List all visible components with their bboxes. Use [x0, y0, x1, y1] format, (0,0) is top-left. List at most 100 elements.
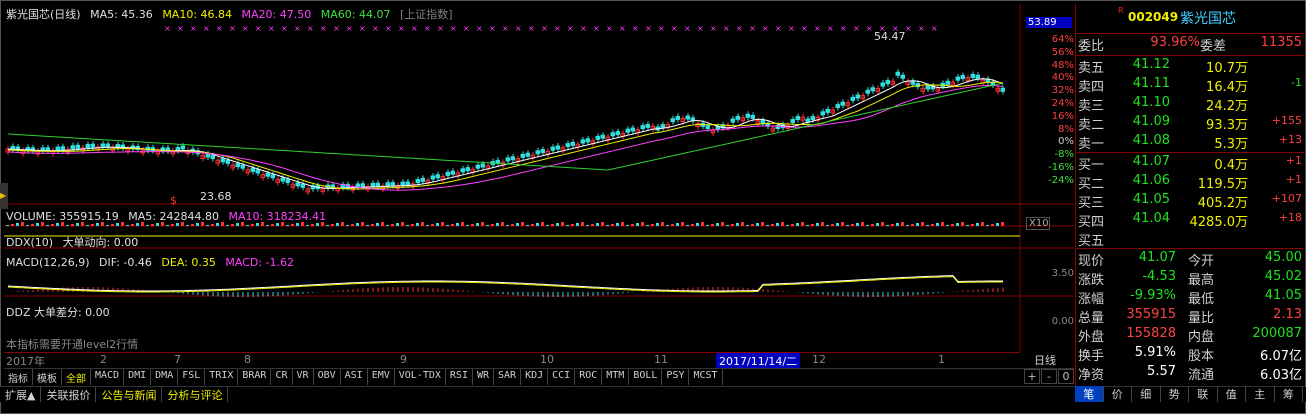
buy-level-1-price: 41.07: [1132, 154, 1170, 169]
indicator-tab-vol-tdx[interactable]: VOL-TDX: [395, 369, 446, 385]
indicator-tab-dma[interactable]: DMA: [151, 369, 179, 385]
buy-level-3[interactable]: 买三 41.05 405.2万 +107: [1076, 192, 1304, 211]
sell-level-5[interactable]: 卖五 41.12 10.7万: [1076, 57, 1304, 76]
quote-tab-2[interactable]: 细: [1132, 386, 1161, 402]
tab-expand[interactable]: 扩展▲: [0, 387, 42, 402]
signal-marker: ×: [840, 24, 847, 33]
macd-header: MACD(12,26,9) DIF: -0.46 DEA: 0.35 MACD:…: [6, 256, 300, 269]
volume-bar: [181, 222, 184, 226]
quote-tab-4[interactable]: 联: [1189, 386, 1218, 402]
indicator-tab-boll[interactable]: BOLL: [629, 369, 663, 385]
quote-tab-0[interactable]: 笔: [1075, 386, 1104, 402]
candle-body: [790, 119, 795, 124]
volume-bar: [981, 222, 984, 226]
candle-body: [760, 120, 765, 125]
candle-body: [210, 155, 215, 160]
sell-level-2-volume: 93.3万: [1206, 118, 1248, 133]
add-indicator-button[interactable]: +: [1024, 369, 1040, 384]
volume-bar: [271, 224, 274, 226]
buy-level-2[interactable]: 买二 41.06 119.5万 +1: [1076, 173, 1304, 192]
candle-body: [830, 109, 835, 114]
indicator-tab-kdj[interactable]: KDJ: [521, 369, 549, 385]
ddz-header: DDZ 大单差分: 0.00: [6, 304, 116, 320]
kline-chart-svg[interactable]: × × × × × × × × × × × × × × × × × × × × × × × × × × × × × × × × × × × × × × × ×…: [4, 4, 1074, 352]
volume-bar: [101, 222, 104, 226]
tab-news[interactable]: 公告与新闻: [96, 387, 163, 402]
indicator-tab-emv[interactable]: EMV: [368, 369, 395, 385]
indicator-tab-rsi[interactable]: RSI: [446, 369, 473, 385]
quote-tab-7[interactable]: 筹: [1275, 386, 1303, 402]
index-overlay-button[interactable]: [上证指数]: [399, 8, 453, 21]
indicator-tab-trix[interactable]: TRIX: [205, 369, 239, 385]
indicator-tab-mtm[interactable]: MTM: [602, 369, 630, 385]
indicator-tab-cci[interactable]: CCI: [548, 369, 576, 385]
indicator-tab-fsl[interactable]: FSL: [178, 369, 206, 385]
volume-bar: [391, 224, 394, 226]
kline-chart-area[interactable]: × × × × × × × × × × × × × × × × × × × × × × × × × × × × × × × × × × × × × × × ×…: [4, 4, 1074, 364]
volume-bar: [416, 223, 419, 226]
indicator-tab-vr[interactable]: VR: [293, 369, 314, 385]
tab-analysis[interactable]: 分析与评论: [162, 387, 229, 402]
volume-bar: [536, 223, 539, 226]
tab-related-quotes[interactable]: 关联报价: [41, 387, 97, 402]
ma60-line: [7, 82, 1004, 171]
buy-level-4[interactable]: 买四 41.04 4285.0万 +18: [1076, 211, 1304, 230]
indicator-tab-全部[interactable]: 全部: [62, 369, 91, 385]
signal-marker: ×: [749, 24, 756, 33]
buy-level-1[interactable]: 买一 41.07 0.4万 +1: [1076, 154, 1304, 173]
indicator-tab-cr[interactable]: CR: [271, 369, 293, 385]
sell-level-3[interactable]: 卖三 41.10 24.2万: [1076, 95, 1304, 114]
signal-marker: ×: [346, 24, 353, 33]
quote-tab-5[interactable]: 值: [1218, 386, 1246, 402]
price-axis-tick: -16%: [1048, 162, 1074, 173]
current-price-axis: 53.89: [1026, 17, 1072, 28]
candle-body: [630, 127, 635, 132]
volume-bar: [81, 222, 84, 226]
price-axis-tick: 40%: [1051, 72, 1074, 84]
quote-tab-6[interactable]: 主: [1246, 386, 1275, 402]
volume-bar: [336, 223, 339, 226]
volume-bar: [71, 224, 74, 226]
indicator-tab-dmi[interactable]: DMI: [124, 369, 152, 385]
candle-body: [85, 143, 90, 148]
indicator-tab-bar: 指标 模板 全部 MACD DMI DMA FSL TRIX BRAR CR VR OBV ASI EMV…: [4, 368, 1074, 385]
volume-bar: [316, 223, 319, 226]
indicator-tab-模板[interactable]: 模板: [33, 369, 62, 385]
reset-indicator-button[interactable]: 0: [1058, 369, 1074, 384]
quote-tab-1[interactable]: 价: [1104, 386, 1132, 402]
indicator-tab-sar[interactable]: SAR: [494, 369, 522, 385]
candle-body: [795, 116, 800, 121]
indicator-tab-obv[interactable]: OBV: [314, 369, 341, 385]
candle-body: [510, 156, 515, 161]
quote-tab-3[interactable]: 势: [1161, 386, 1189, 402]
signal-marker: ×: [268, 24, 275, 33]
indicator-tab-指标[interactable]: 指标: [4, 369, 33, 385]
sell-level-2[interactable]: 卖二 41.09 93.3万 +155: [1076, 114, 1304, 133]
sell-level-1[interactable]: 卖一 41.08 5.3万 +13: [1076, 133, 1304, 152]
indicator-tab-wr[interactable]: WR: [473, 369, 495, 385]
buy-level-5[interactable]: 买五: [1076, 230, 1304, 249]
signal-marker: ×: [411, 24, 418, 33]
price-axis-tick: 48%: [1051, 59, 1074, 71]
indicator-tab-mcst[interactable]: MCST: [689, 369, 723, 385]
volume-bar: [241, 222, 244, 226]
stat-label: 股本: [1188, 349, 1215, 364]
indicator-tab-asi[interactable]: ASI: [341, 369, 368, 385]
candle-body: [845, 102, 850, 107]
volume-bar: [191, 224, 194, 226]
indicator-tab-macd[interactable]: MACD: [91, 369, 125, 385]
signal-marker: ×: [320, 24, 327, 33]
signal-marker: ×: [437, 24, 444, 33]
indicator-tab-brar[interactable]: BRAR: [238, 369, 272, 385]
volume-bar: [801, 222, 804, 226]
indicator-tab-roc[interactable]: ROC: [575, 369, 603, 385]
event-marker[interactable]: $: [170, 194, 177, 207]
sell-level-4[interactable]: 卖四 41.11 16.4万 -1: [1076, 76, 1304, 95]
volume-bar: [481, 222, 484, 226]
scroll-left-arrow[interactable]: ▶: [0, 183, 8, 209]
ma5-line: [7, 78, 1004, 190]
remove-indicator-button[interactable]: -: [1041, 369, 1057, 384]
stat-row: 换手 5.91% 股本 6.07亿: [1076, 345, 1304, 364]
indicator-tab-psy[interactable]: PSY: [662, 369, 690, 385]
period-button[interactable]: 日线: [1034, 354, 1056, 367]
